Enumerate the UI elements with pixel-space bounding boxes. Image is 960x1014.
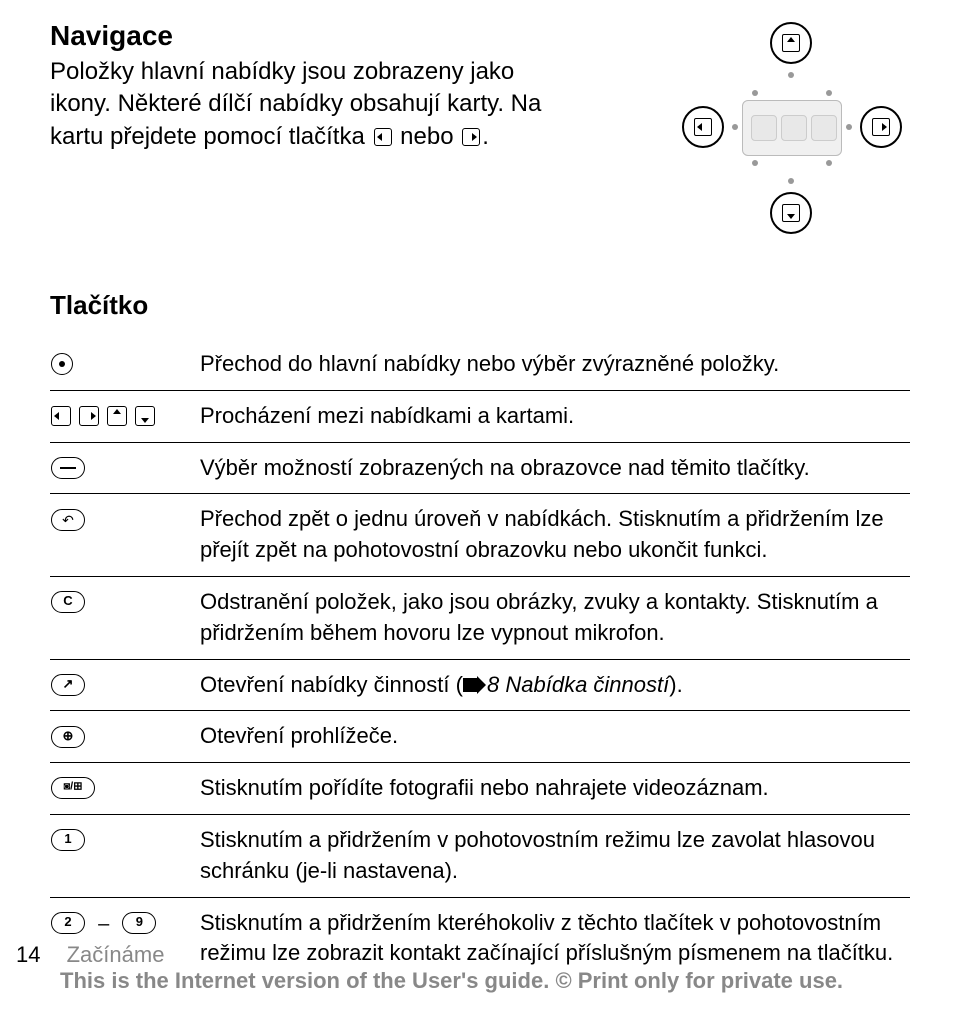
desc-before: Otevření nabídky činností ( — [200, 672, 463, 697]
nav-up-icon — [107, 406, 127, 426]
page-title: Navigace — [50, 20, 550, 52]
dpad-figure — [670, 20, 910, 240]
nav-circle-down-icon — [770, 192, 812, 234]
row-desc: Stisknutím pořídíte fotografii nebo nahr… — [200, 763, 910, 815]
activity-key-icon: ↗ — [51, 674, 85, 696]
dot-icon — [732, 124, 738, 130]
softkey-icon — [51, 457, 85, 479]
phone-key-1 — [751, 115, 777, 141]
nav-left-icon — [374, 128, 392, 146]
nav-right-icon — [462, 128, 480, 146]
row-desc: Otevření prohlížeče. — [200, 711, 910, 763]
page-number: 14 — [16, 942, 40, 967]
desc-nebo: nebo — [394, 123, 461, 150]
nine-key-icon: 9 — [122, 912, 156, 934]
row-desc: Výběr možností zobrazených na obrazovce … — [200, 442, 910, 494]
dot-icon — [826, 90, 832, 96]
nav-down-icon — [135, 406, 155, 426]
footer-note: This is the Internet version of the User… — [60, 968, 910, 994]
globe-key-icon: ⊕ — [51, 726, 85, 748]
desc-after: ). — [669, 672, 682, 697]
back-key-icon: ↶ — [51, 509, 85, 531]
dot-icon — [826, 160, 832, 166]
table-row: ◙/⊞ Stisknutím pořídíte fotografii nebo … — [50, 763, 910, 815]
table-row: Procházení mezi nabídkami a kartami. — [50, 390, 910, 442]
nav-circle-right-icon — [860, 106, 902, 148]
row-desc: Přechod do hlavní nabídky nebo výběr zvý… — [200, 339, 910, 390]
header-text: Navigace Položky hlavní nabídky jsou zob… — [50, 20, 550, 153]
table-row: 1 Stisknutím a přidržením v pohotovostní… — [50, 814, 910, 897]
table-row: Výběr možností zobrazených na obrazovce … — [50, 442, 910, 494]
table-row: ↶ Přechod zpět o jednu úroveň v nabídkác… — [50, 494, 910, 577]
range-dash: – — [98, 910, 109, 938]
dot-icon — [788, 178, 794, 184]
row-desc: Odstranění položek, jako jsou obrázky, z… — [200, 576, 910, 659]
footer: 14 Začínáme This is the Internet version… — [16, 942, 910, 994]
two-key-icon: 2 — [51, 912, 85, 934]
button-table: Přechod do hlavní nabídky nebo výběr zvý… — [50, 339, 910, 979]
row-desc: Přechod zpět o jednu úroveň v nabídkách.… — [200, 494, 910, 577]
dot-icon — [788, 72, 794, 78]
row-desc: Stisknutím a přidržením v pohotovostním … — [200, 814, 910, 897]
phone-key-2 — [781, 115, 807, 141]
nav-circle-left-icon — [682, 106, 724, 148]
center-select-icon — [51, 353, 73, 375]
row-desc: Procházení mezi nabídkami a kartami. — [200, 390, 910, 442]
nav-left-icon — [51, 406, 71, 426]
dot-icon — [846, 124, 852, 130]
page-description: Položky hlavní nabídky jsou zobrazeny ja… — [50, 56, 550, 153]
table-row: C Odstranění položek, jako jsou obrázky,… — [50, 576, 910, 659]
table-row: ⊕ Otevření prohlížeče. — [50, 711, 910, 763]
nav-right-icon — [79, 406, 99, 426]
c-key-icon: C — [51, 591, 85, 613]
link-arrow-icon — [463, 678, 477, 692]
phone-keypad-bg — [742, 100, 842, 156]
section-title: Tlačítko — [50, 290, 910, 321]
table-row: Přechod do hlavní nabídky nebo výběr zvý… — [50, 339, 910, 390]
section-name: Začínáme — [67, 942, 165, 967]
row-desc: Otevření nabídky činností ( 8 Nabídka či… — [200, 659, 910, 711]
dot-icon — [752, 90, 758, 96]
page-footer-line: 14 Začínáme — [16, 942, 910, 968]
nav-circle-up-icon — [770, 22, 812, 64]
table-row: ↗ Otevření nabídky činností ( 8 Nabídka … — [50, 659, 910, 711]
header: Navigace Položky hlavní nabídky jsou zob… — [50, 20, 910, 240]
one-key-icon: 1 — [51, 829, 85, 851]
camera-key-icon: ◙/⊞ — [51, 777, 95, 799]
desc-link: 8 Nabídka činností — [481, 672, 669, 697]
phone-key-3 — [811, 115, 837, 141]
dot-icon — [752, 160, 758, 166]
desc-after: . — [482, 123, 489, 150]
